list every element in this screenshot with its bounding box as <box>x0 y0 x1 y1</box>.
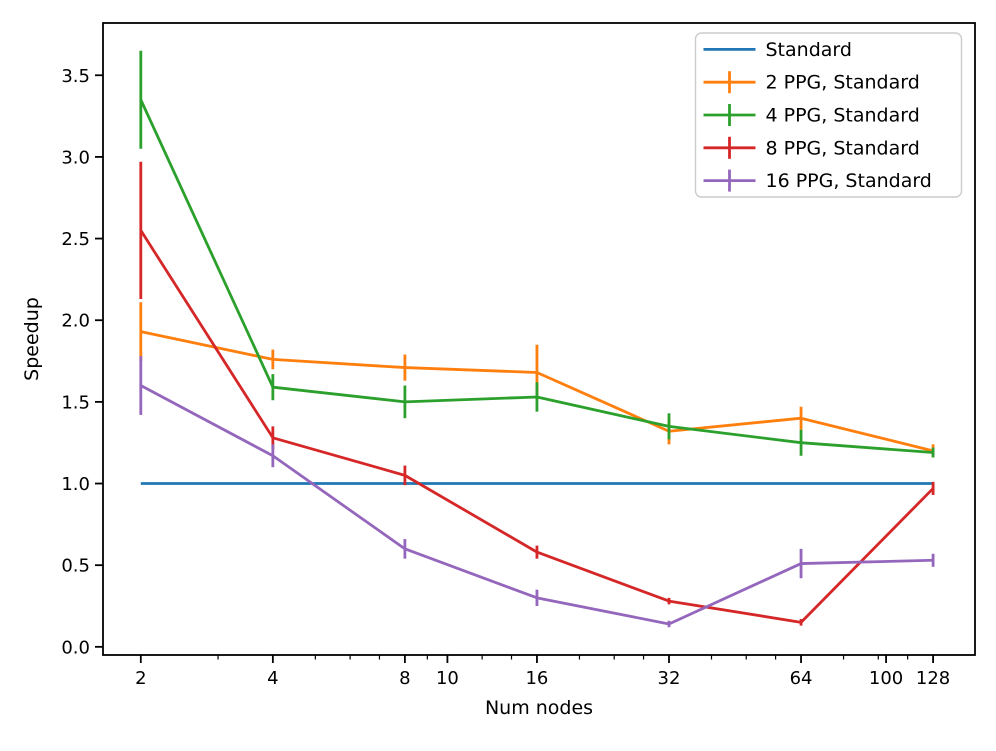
y-axis-label: Speedup <box>21 297 43 381</box>
y-tick-label: 2.0 <box>61 311 90 332</box>
x-tick-label: 128 <box>916 668 950 689</box>
x-tick-label: 32 <box>658 668 681 689</box>
series-layer <box>139 50 935 628</box>
y-tick-label: 0.5 <box>61 556 90 577</box>
x-tick-label: 10 <box>436 668 459 689</box>
legend-item: 8 PPG, Standard <box>703 136 920 159</box>
y-tick-label: 1.0 <box>61 474 90 495</box>
legend-box <box>694 32 963 198</box>
y-tick-label: 0.0 <box>61 637 90 658</box>
y-tick-label: 3.5 <box>61 66 90 87</box>
series-line-16-ppg-standard <box>140 384 934 626</box>
x-tick-label: 8 <box>399 668 410 689</box>
series-line-2-ppg-standard <box>140 330 934 453</box>
legend-label: 4 PPG, Standard <box>766 105 920 127</box>
x-axis-label: Num nodes <box>485 697 593 719</box>
legend-item: 2 PPG, Standard <box>703 71 920 94</box>
x-tick-label: 100 <box>869 668 903 689</box>
x-tick-label: 4 <box>267 668 278 689</box>
series-line-4-ppg-standard <box>139 99 934 454</box>
legend-label: Standard <box>766 39 852 61</box>
legend-label: 8 PPG, Standard <box>766 137 920 159</box>
x-tick-label: 2 <box>135 668 146 689</box>
legend-label: 16 PPG, Standard <box>766 170 932 192</box>
legend-item: Standard <box>703 39 852 61</box>
y-tick-label: 1.5 <box>61 392 90 413</box>
x-tick-label: 64 <box>790 668 813 689</box>
legend-item: 4 PPG, Standard <box>703 104 920 127</box>
legend: Standard 2 PPG, Standard 4 PPG, Standard 8 … <box>694 32 963 198</box>
y-tick-label: 3.0 <box>61 147 90 168</box>
x-tick-label: 16 <box>525 668 548 689</box>
series-line-8-ppg-standard <box>139 229 935 624</box>
legend-item: 16 PPG, Standard <box>703 169 932 192</box>
y-tick-label: 2.5 <box>61 229 90 250</box>
legend-label: 2 PPG, Standard <box>766 72 920 94</box>
